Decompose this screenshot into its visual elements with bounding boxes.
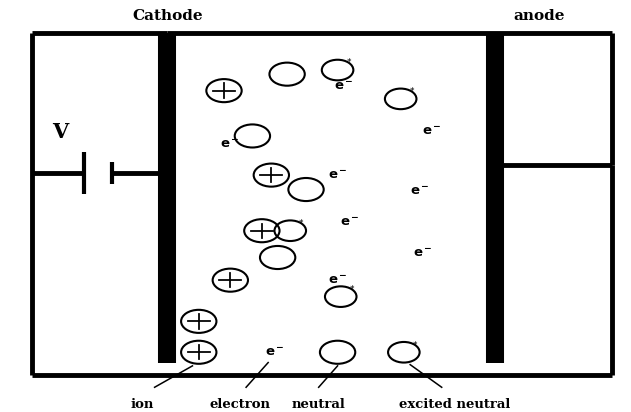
Text: *: * <box>410 87 414 96</box>
Text: *: * <box>350 285 354 294</box>
Text: electron: electron <box>209 398 270 411</box>
Text: excited neutral: excited neutral <box>399 398 510 411</box>
Text: $\mathbf{e^-}$: $\mathbf{e^-}$ <box>422 125 442 138</box>
Text: $\mathbf{e^-}$: $\mathbf{e^-}$ <box>334 80 354 93</box>
Text: *: * <box>299 219 304 228</box>
Text: $\mathbf{e^-}$: $\mathbf{e^-}$ <box>327 169 348 182</box>
Text: *: * <box>346 59 351 67</box>
Text: anode: anode <box>514 9 565 23</box>
Text: $\mathbf{e^-}$: $\mathbf{e^-}$ <box>327 274 348 287</box>
Text: $\mathbf{e^-}$: $\mathbf{e^-}$ <box>413 247 433 260</box>
Text: $\mathbf{e^-}$: $\mathbf{e^-}$ <box>220 138 240 151</box>
Text: *: * <box>413 341 417 349</box>
Text: ion: ion <box>130 398 154 411</box>
Text: Cathode: Cathode <box>132 9 203 23</box>
Text: neutral: neutral <box>292 398 346 411</box>
Text: $\mathbf{e^-}$: $\mathbf{e^-}$ <box>264 346 285 359</box>
Text: $\mathbf{e^-}$: $\mathbf{e^-}$ <box>340 216 360 229</box>
Text: V: V <box>52 122 68 142</box>
Text: $\mathbf{e^-}$: $\mathbf{e^-}$ <box>410 185 430 198</box>
